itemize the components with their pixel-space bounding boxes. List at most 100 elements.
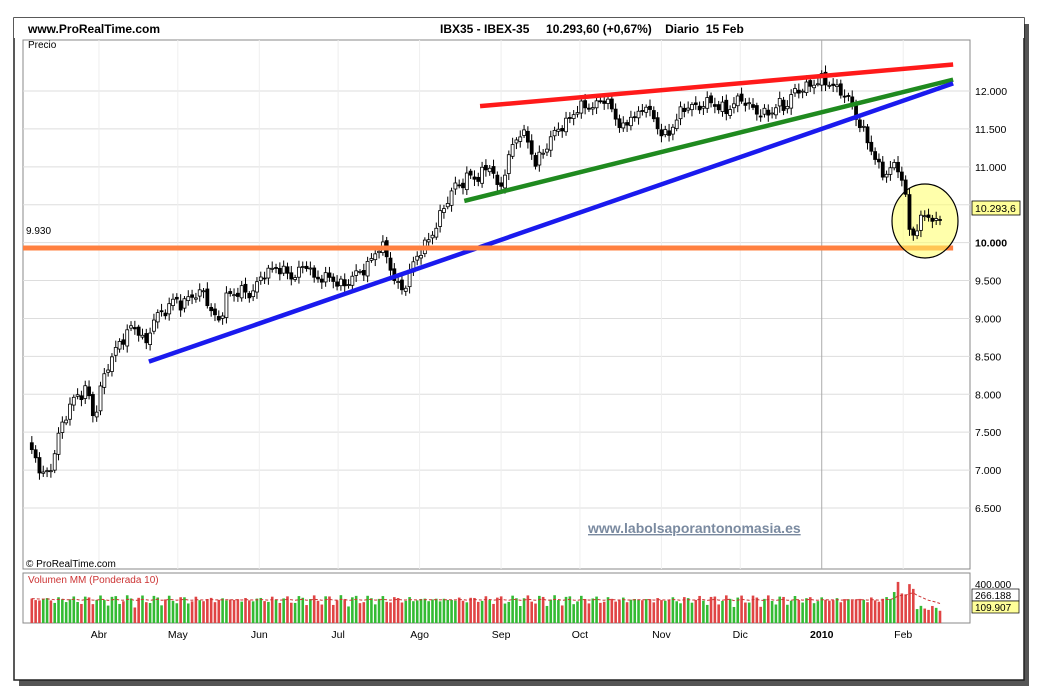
horizontal-line-label: 9.930 <box>26 226 51 237</box>
volume-bar <box>499 596 503 623</box>
volume-bar <box>179 597 182 623</box>
volume-bar <box>728 598 732 623</box>
candle-body <box>339 278 343 287</box>
candle-body <box>712 104 717 107</box>
volume-bar <box>553 595 556 623</box>
candle-body <box>419 255 423 259</box>
price-tick-label: 10.000 <box>975 238 1007 250</box>
volume-bar <box>576 601 579 623</box>
volume-bar <box>885 597 888 623</box>
volume-bar <box>770 600 774 623</box>
price-tick-label: 12.000 <box>975 86 1007 98</box>
volume-bar <box>808 597 812 623</box>
candle-body <box>812 84 816 89</box>
volume-bar <box>129 598 133 623</box>
candle-body <box>102 373 107 388</box>
volume-bar <box>797 599 801 623</box>
volume-bar <box>133 607 137 623</box>
candle-body <box>186 296 191 302</box>
volume-bar <box>621 597 625 623</box>
volume-bar <box>465 602 469 623</box>
highlight-circle <box>891 183 959 259</box>
candle-body <box>232 294 236 297</box>
candle-body <box>838 83 843 96</box>
time-tick-label: May <box>168 629 189 641</box>
volume-bar <box>782 596 785 623</box>
candle-body <box>590 107 595 110</box>
volume-bar <box>572 604 575 623</box>
candle-body <box>800 90 805 93</box>
candle-body <box>319 278 324 283</box>
candle-body <box>491 166 496 174</box>
candle-body <box>533 155 538 167</box>
candle-body <box>735 95 740 107</box>
volume-bar <box>789 600 793 623</box>
volume-bar <box>450 599 453 623</box>
candle-body <box>270 267 275 270</box>
volume-bar <box>862 599 865 623</box>
candle-body <box>919 214 923 231</box>
volume-bar <box>625 602 629 623</box>
candle-body <box>877 158 881 163</box>
candle-body <box>90 394 95 417</box>
candle-body <box>132 327 137 330</box>
candle-body <box>289 272 294 280</box>
candle-body <box>495 174 500 185</box>
candle-body <box>239 285 244 299</box>
candle-body <box>281 265 286 274</box>
candle-body <box>60 421 65 433</box>
volume-bar <box>423 598 427 623</box>
volume-bar <box>91 604 95 623</box>
price-tick-label: 11.000 <box>975 162 1006 174</box>
last-value-label: 10.293,6 <box>975 203 1016 215</box>
volume-bar <box>404 600 408 623</box>
time-tick-label: Jun <box>251 629 268 641</box>
volume-bar <box>877 601 881 623</box>
candle-body <box>453 182 458 190</box>
candle-body <box>682 107 687 112</box>
volume-bar <box>725 595 728 623</box>
volume-bar <box>820 597 824 623</box>
volume-tick-label: 400.000 <box>975 580 1012 591</box>
volume-bar <box>377 598 381 623</box>
volume-bar <box>400 602 404 623</box>
candle-body <box>106 369 111 373</box>
candle-body <box>247 292 252 299</box>
volume-bar <box>194 596 198 623</box>
volume-bar <box>774 604 778 623</box>
candle-body <box>629 116 633 127</box>
volume-tick-label: 109.907 <box>975 603 1012 614</box>
candle-body <box>506 154 511 174</box>
candle-body <box>258 276 263 281</box>
time-tick-label: Sep <box>492 629 511 641</box>
volume-bar <box>648 599 652 623</box>
volume-bar <box>614 601 617 623</box>
candle-body <box>594 100 599 109</box>
candle-body <box>228 291 233 294</box>
candle-body <box>606 98 610 104</box>
candle-body <box>426 239 431 243</box>
chart-title: IBX35 - IBEX-35 10.293,60 (+0,67%) Diari… <box>440 22 744 36</box>
volume-bar <box>358 603 362 623</box>
candle-body <box>579 100 584 114</box>
candle-body <box>144 333 149 344</box>
volume-bar <box>209 597 213 623</box>
volume-bar <box>312 595 316 623</box>
candle-body <box>732 103 736 109</box>
volume-bar <box>362 602 366 623</box>
volume-bar <box>217 599 221 623</box>
volume-bar <box>839 602 843 623</box>
candle-body <box>598 100 603 103</box>
candle-body <box>148 332 153 345</box>
volume-bar <box>908 584 911 623</box>
volume-bar <box>557 600 560 623</box>
volume-bar <box>938 610 942 623</box>
volume-bar <box>438 601 442 623</box>
candle-body <box>709 95 713 104</box>
volume-bar <box>335 600 339 623</box>
time-tick-label: Ago <box>410 629 429 641</box>
candle-body <box>167 303 172 315</box>
volume-bar <box>293 602 297 623</box>
volume-bar <box>148 603 152 623</box>
volume-bar <box>34 600 37 623</box>
